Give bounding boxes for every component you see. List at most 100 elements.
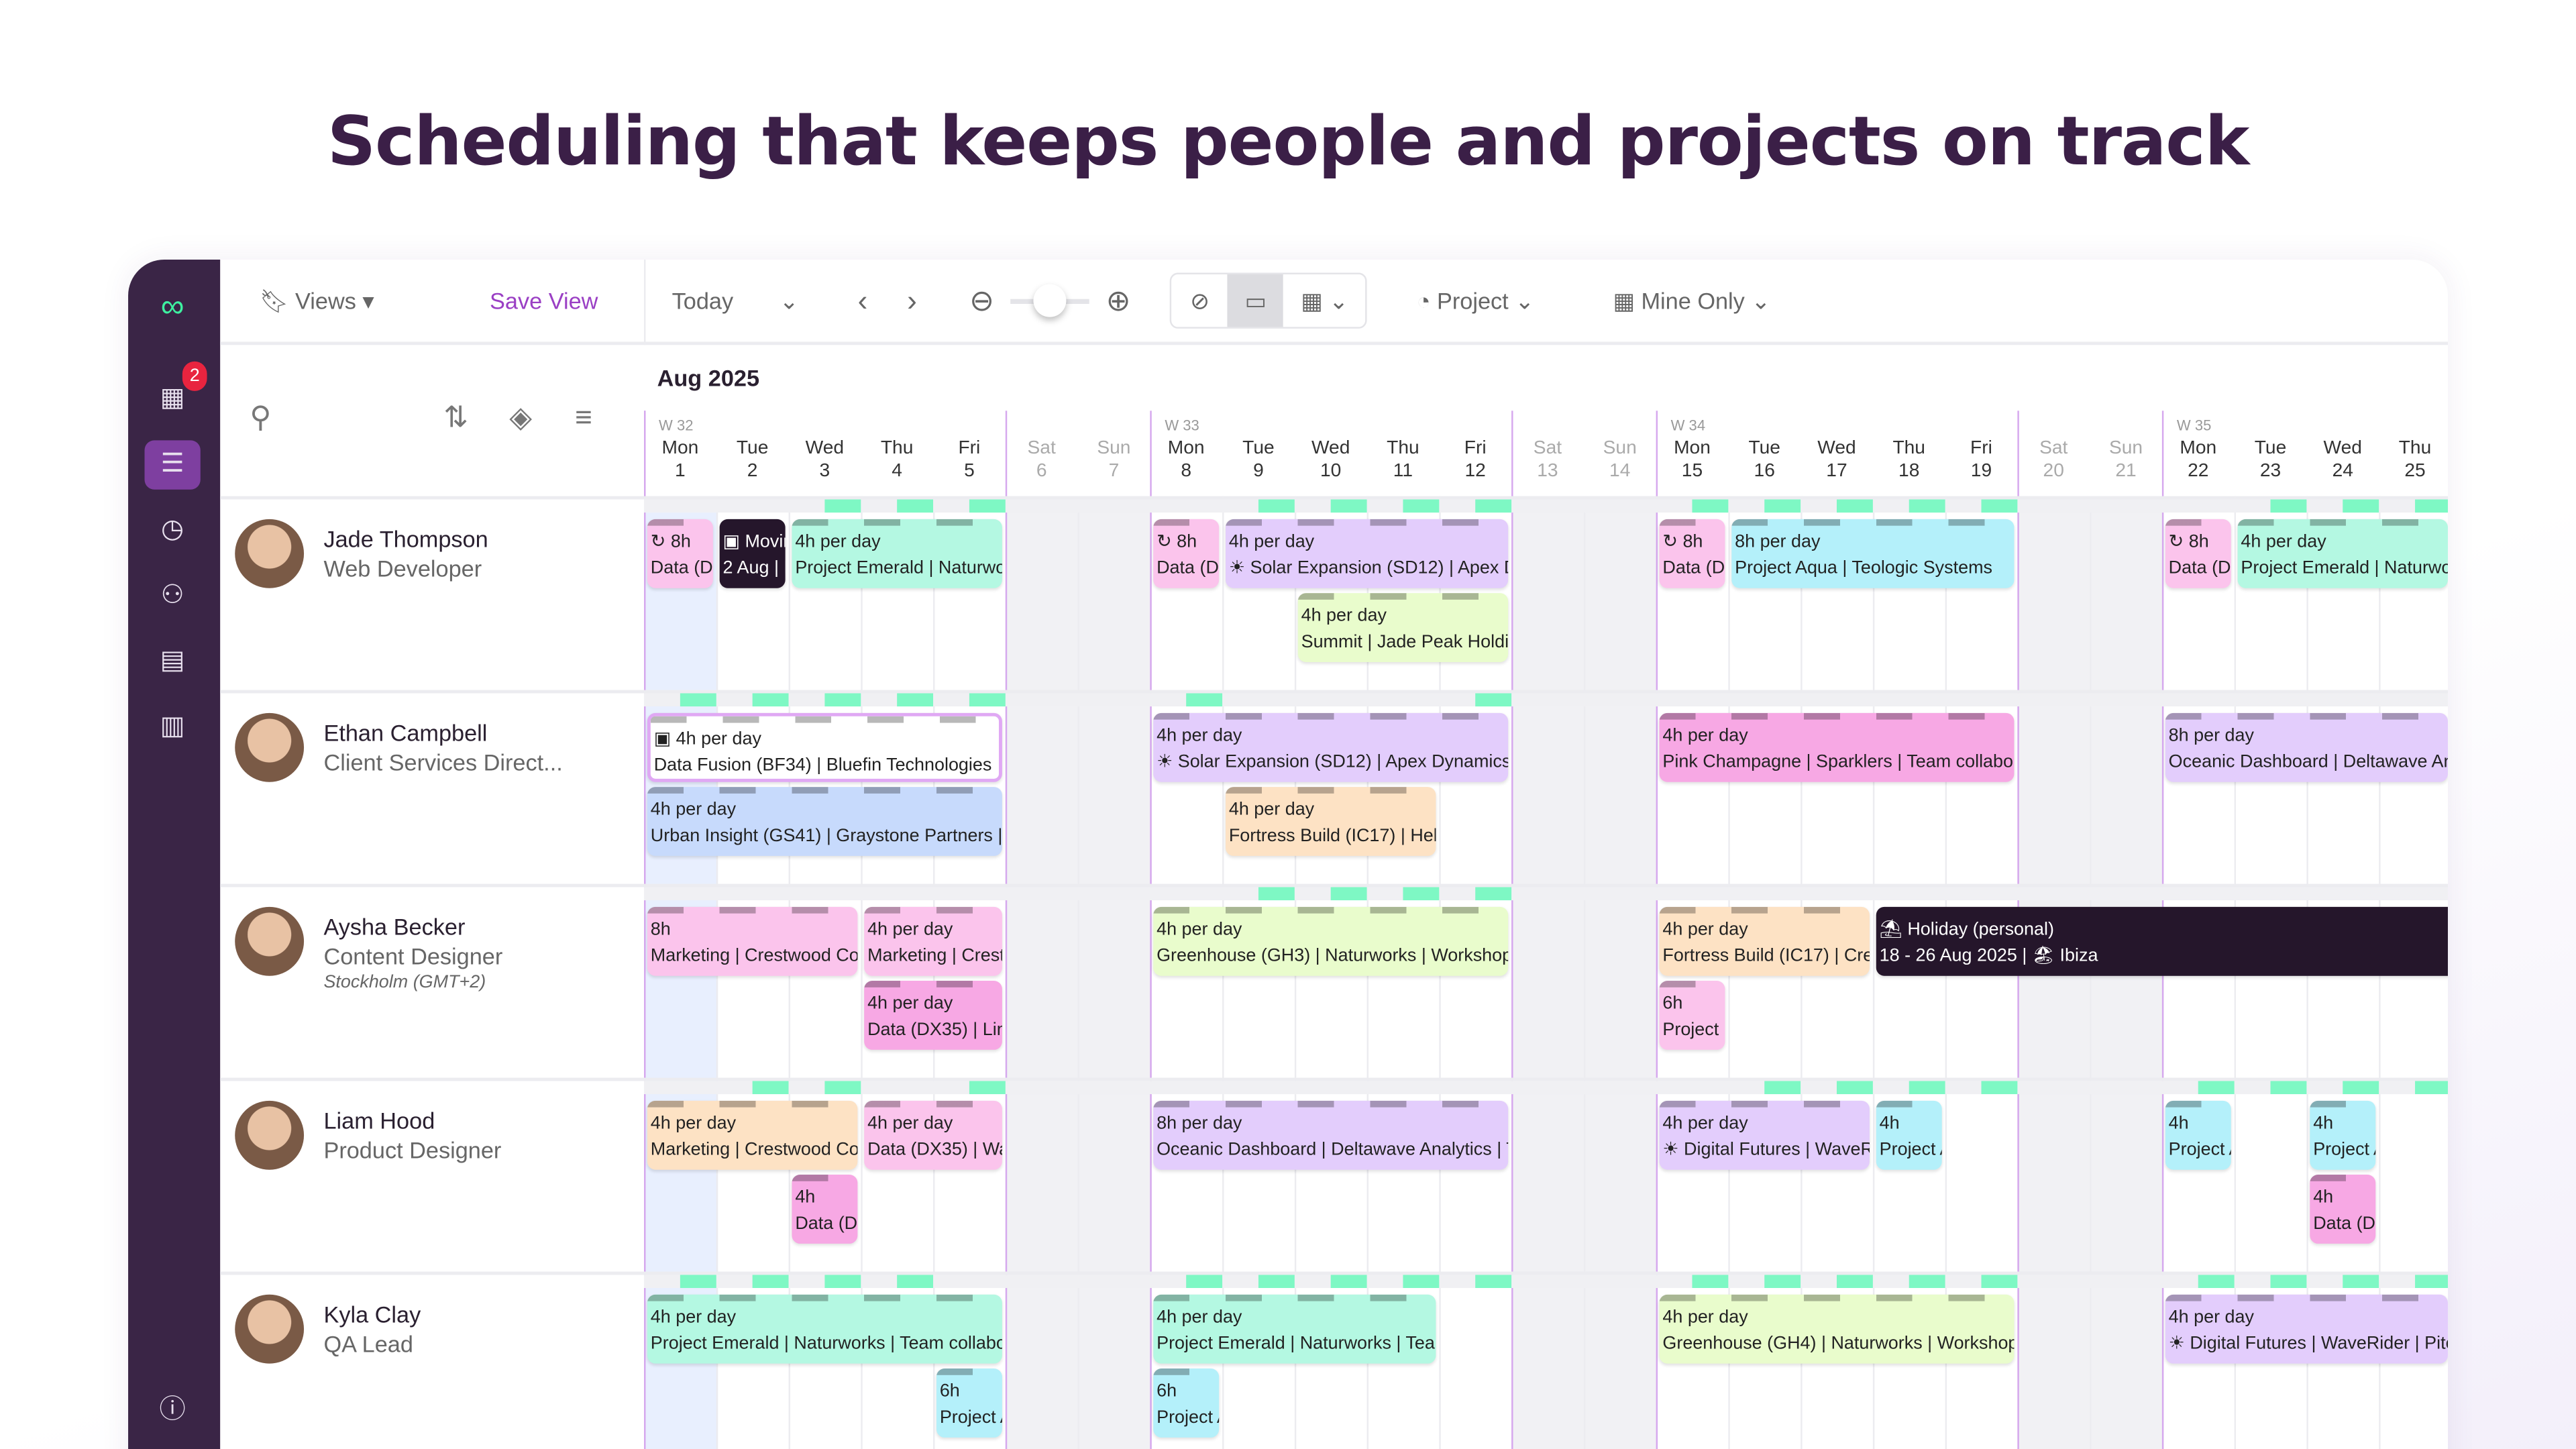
schedule-event[interactable]: 8h Marketing | Crestwood Co — [647, 906, 858, 976]
schedule-event[interactable]: 4h Project Aqua — [2310, 1100, 2376, 1170]
day-name: Wed — [805, 438, 845, 459]
schedule-event[interactable]: 4h per day Data (DX35) | Lin — [864, 979, 1002, 1049]
schedule-event[interactable]: 4h per day Summit | Jade Peak Holdings — [1297, 592, 1509, 661]
event-title: Data (DX35) — [1157, 558, 1219, 579]
schedule-event[interactable]: 4h per day Greenhouse (GH4) | Naturworks … — [1659, 1294, 2015, 1364]
prev-icon[interactable]: ‹ — [857, 283, 868, 317]
schedule-event[interactable]: 8h per day Oceanic Dashboard | Deltawave … — [1153, 1100, 1509, 1170]
reports-icon[interactable]: ▥ — [160, 712, 185, 741]
availability-block — [1475, 499, 1512, 513]
schedule-event[interactable]: 4h per day ☀ Solar Expansion (SD12) | Ape… — [1225, 519, 1509, 588]
schedule-event[interactable]: 4h per day Data (DX35) | Wa — [864, 1100, 1002, 1170]
people-icon[interactable]: ⚇ — [160, 581, 184, 610]
schedule-event[interactable]: 4h per day ☀ Digital Futures | WaveRider — [1659, 1100, 1870, 1170]
chevron-down-icon[interactable]: ⌄ — [779, 286, 799, 313]
compact-view-icon[interactable]: ▭ — [1228, 274, 1284, 327]
schedule-event[interactable]: 4h per day Marketing | Crestwood — [864, 906, 1002, 976]
schedule-event[interactable]: ↻ 8h Data (DX35) — [1659, 519, 1725, 588]
schedule-event[interactable]: 4h Data (DX35) — [792, 1173, 858, 1243]
clipboard-icon[interactable]: ▤ — [160, 647, 185, 676]
event-title: Data (DX35) — [795, 1213, 858, 1233]
add-person-icon[interactable]: ⚲ — [250, 400, 272, 434]
schedule-event[interactable]: ⛱ Holiday (personal) 18 - 26 Aug 2025 | 🏖… — [1876, 906, 2449, 976]
schedule-event[interactable]: 8h per day Project Aqua | Teologic System… — [1731, 519, 2015, 588]
zoom-out-icon[interactable]: ⊖ — [969, 283, 995, 317]
filter-icon[interactable]: ≡ — [575, 400, 592, 434]
schedule-event[interactable]: 4h per day Marketing | Crestwood Co — [647, 1100, 858, 1170]
help-icon[interactable]: ⓘ — [159, 1396, 186, 1425]
schedule-event[interactable]: ↻ 8h Data (DX35) — [647, 519, 713, 588]
today-button[interactable]: Today — [672, 287, 734, 314]
schedule-event[interactable]: 8h per day Oceanic Dashboard | Deltawave … — [2165, 712, 2449, 782]
event-title: ☀ Digital Futures | WaveRider | Pitch — [2168, 1334, 2449, 1354]
zoom-handle[interactable] — [1033, 283, 1067, 317]
timer-icon[interactable]: ◷ — [161, 515, 184, 544]
day-name: Tue — [1748, 438, 1780, 459]
schedule-event[interactable]: 4h per day ☀ Solar Expansion (SD12) | Ape… — [1153, 712, 1509, 782]
color-by-dropdown[interactable]: ◔ Project ⌄ — [1416, 286, 1534, 313]
schedule-event[interactable]: 4h per day Project Emerald | Naturworks |… — [1153, 1294, 1436, 1364]
zoom-in-icon[interactable]: ⊕ — [1106, 283, 1131, 317]
week-label — [1801, 414, 1873, 437]
schedule-event[interactable]: ▣ Moving day 2 Aug | Day off — [719, 519, 786, 588]
layers-icon[interactable]: ◈ — [509, 400, 533, 434]
event-hours: 4h — [2168, 1114, 2189, 1134]
day-header: Thu 4 — [861, 414, 933, 483]
schedule-event[interactable]: 4h per day Pink Champagne | Sparklers | T… — [1659, 712, 2015, 782]
schedule-event[interactable]: 4h per day Project Emerald | Naturworks — [792, 519, 1002, 588]
schedule-event[interactable]: ↻ 8h Data (DX35) — [2165, 519, 2231, 588]
schedule-event[interactable]: 4h Project Aqua — [2165, 1100, 2231, 1170]
availability-block — [1836, 1081, 1873, 1095]
save-view-button[interactable]: Save View — [490, 287, 598, 314]
home-icon[interactable]: ▦ — [160, 384, 185, 413]
hide-icon[interactable]: ⊘ — [1190, 286, 1210, 313]
schedule-event[interactable]: 4h per day Urban Insight (GS41) | Graysto… — [647, 786, 1002, 855]
schedule-event[interactable]: 4h per day Project Emerald | Naturworks — [2237, 519, 2449, 588]
day-header: Sat 6 — [1006, 414, 1078, 483]
schedule-event[interactable]: 6h Project Aqua — [1153, 1367, 1220, 1437]
day-name: Thu — [1892, 438, 1925, 459]
day-header: Tue 2 — [716, 414, 789, 483]
layout-icon[interactable]: ▦ ⌄ — [1301, 286, 1348, 313]
day-number: 5 — [964, 462, 975, 482]
schedule-event[interactable]: 4h per day ☀ Digital Futures | WaveRider … — [2165, 1294, 2449, 1364]
day-header: Fri 19 — [1945, 414, 2018, 483]
next-icon[interactable]: › — [907, 283, 917, 317]
schedule-event[interactable]: 6h Project E — [1659, 979, 1725, 1049]
schedule-event[interactable]: 4h per day Fortress Build (IC17) | Helix — [1225, 786, 1436, 855]
schedule-event[interactable]: 4h per day Project Emerald | Naturworks |… — [647, 1294, 1002, 1364]
availability-block — [1186, 1275, 1223, 1289]
views-dropdown[interactable]: 🔖︎ Views ▾ — [259, 286, 374, 313]
person-row[interactable]: Kyla Clay QA Lead — [220, 1271, 645, 1449]
schedule-event[interactable]: 4h per day Fortress Build (IC17) | Crestw… — [1659, 906, 1870, 976]
event-hours: 4h per day — [867, 1114, 953, 1134]
week-label: W 35 — [2176, 417, 2212, 434]
week-divider — [1150, 411, 1152, 1449]
availability-block — [2270, 1275, 2307, 1289]
schedule-event[interactable]: ↻ 8h Data (DX35) — [1153, 519, 1220, 588]
zoom-slider[interactable] — [1010, 283, 1090, 317]
schedule-event[interactable]: 6h Project Aqua — [936, 1367, 1002, 1437]
person-row[interactable]: Ethan Campbell Client Services Direct... — [220, 690, 645, 888]
day-header: Sun 7 — [1078, 414, 1150, 483]
avatar — [235, 519, 305, 588]
day-header: Sun 21 — [2090, 414, 2162, 483]
day-name: Fri — [1464, 438, 1487, 459]
schedule-event[interactable]: 4h Data (DX35) — [2310, 1173, 2376, 1243]
person-row[interactable]: Jade Thompson Web Developer — [220, 496, 645, 694]
event-title: Project Aqua — [939, 1407, 1002, 1427]
schedule-event[interactable]: 4h per day Greenhouse (GH3) | Naturworks … — [1153, 906, 1509, 976]
person-row[interactable]: Liam Hood Product Designer — [220, 1077, 645, 1275]
schedule-event[interactable]: 4h Project Aqua — [1876, 1100, 1942, 1170]
schedule-icon[interactable]: ☰ — [144, 440, 201, 490]
person-row[interactable]: Aysha Becker Content Designer Stockholm (G… — [220, 883, 645, 1081]
week-label — [1945, 414, 2018, 437]
sort-icon[interactable]: ⇅ — [443, 400, 469, 434]
schedule-event[interactable]: ▣ 4h per day Data Fusion (BF34) | Bluefin… — [647, 712, 1002, 782]
event-hours: 4h per day — [1157, 1307, 1242, 1328]
day-number: 11 — [1393, 462, 1413, 482]
filter-dropdown[interactable]: ▦ Mine Only ⌄ — [1613, 286, 1771, 313]
week-label — [861, 414, 933, 437]
week-label — [2017, 414, 2090, 437]
event-title: Greenhouse (GH4) | Naturworks | Workshop — [1662, 1334, 2015, 1354]
